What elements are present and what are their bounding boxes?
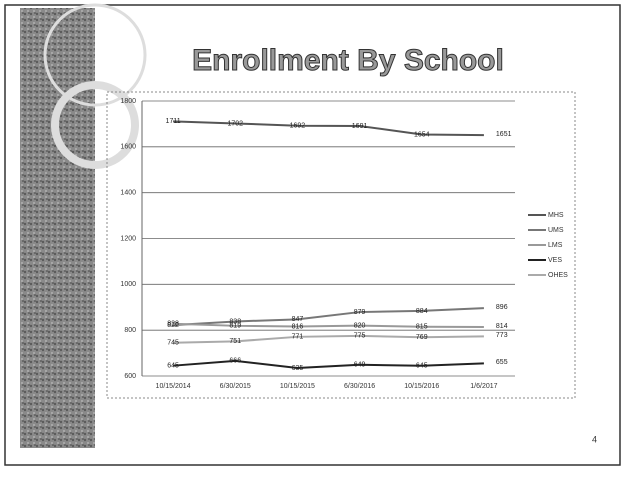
data-label: 751 — [229, 338, 241, 345]
y-tick-label: 800 — [124, 327, 136, 334]
data-label: 1651 — [496, 131, 512, 138]
decor-ring — [51, 81, 139, 169]
series-line — [173, 359, 484, 369]
data-label: 655 — [496, 359, 508, 366]
legend-label: OHES — [548, 272, 568, 279]
data-label: 771 — [292, 334, 304, 341]
legend-label: MHS — [548, 212, 564, 219]
data-label: 814 — [496, 323, 508, 330]
y-tick-label: 1400 — [120, 190, 136, 197]
data-label: 1702 — [227, 120, 243, 127]
decor-strip — [20, 8, 95, 448]
data-label: 649 — [354, 362, 366, 369]
decor-ring — [43, 3, 147, 107]
data-label: 896 — [496, 304, 508, 311]
data-label: 847 — [292, 316, 304, 323]
data-label: 769 — [416, 334, 428, 341]
data-label: 815 — [416, 324, 428, 331]
y-tick-label: 1000 — [120, 281, 136, 288]
data-label: 819 — [229, 323, 241, 330]
slide-number: 4 — [592, 434, 597, 444]
x-tick-label: 6/30/2016 — [344, 383, 375, 390]
chart-title: Enrollment By School — [192, 44, 504, 77]
data-label: 884 — [416, 308, 428, 315]
data-label: 645 — [416, 363, 428, 370]
legend-label: LMS — [548, 242, 563, 249]
x-tick-label: 10/15/2016 — [404, 383, 439, 390]
x-tick-label: 6/30/2015 — [220, 383, 251, 390]
y-tick-label: 1800 — [120, 98, 136, 105]
data-label: 745 — [167, 340, 179, 347]
x-tick-label: 1/6/2017 — [470, 383, 497, 390]
data-label: 816 — [292, 323, 304, 330]
x-tick-label: 10/15/2014 — [156, 383, 191, 390]
data-label: 775 — [354, 333, 366, 340]
data-label: 838 — [229, 318, 241, 325]
series-line — [173, 307, 484, 327]
legend-label: UMS — [548, 227, 564, 234]
data-label: 820 — [354, 322, 366, 329]
data-label: 635 — [292, 365, 304, 372]
series-line — [173, 120, 484, 137]
data-label: 1691 — [352, 123, 368, 130]
data-label: 645 — [167, 363, 179, 370]
y-tick-label: 1200 — [120, 235, 136, 242]
y-tick-label: 600 — [124, 373, 136, 380]
data-label: 773 — [496, 332, 508, 339]
series-line — [173, 334, 484, 344]
y-tick-label: 1600 — [120, 144, 136, 151]
data-label: 1654 — [414, 131, 430, 138]
data-label: 1711 — [166, 118, 181, 125]
data-label: 1692 — [290, 123, 306, 130]
data-label: 828 — [167, 321, 179, 328]
data-label: 666 — [229, 358, 241, 365]
data-label: 879 — [354, 309, 366, 316]
legend-label: VES — [548, 257, 562, 264]
x-tick-label: 10/15/2015 — [280, 383, 315, 390]
data-label: 822 — [167, 322, 179, 329]
chart-frame — [106, 91, 576, 399]
series-line — [173, 322, 484, 328]
